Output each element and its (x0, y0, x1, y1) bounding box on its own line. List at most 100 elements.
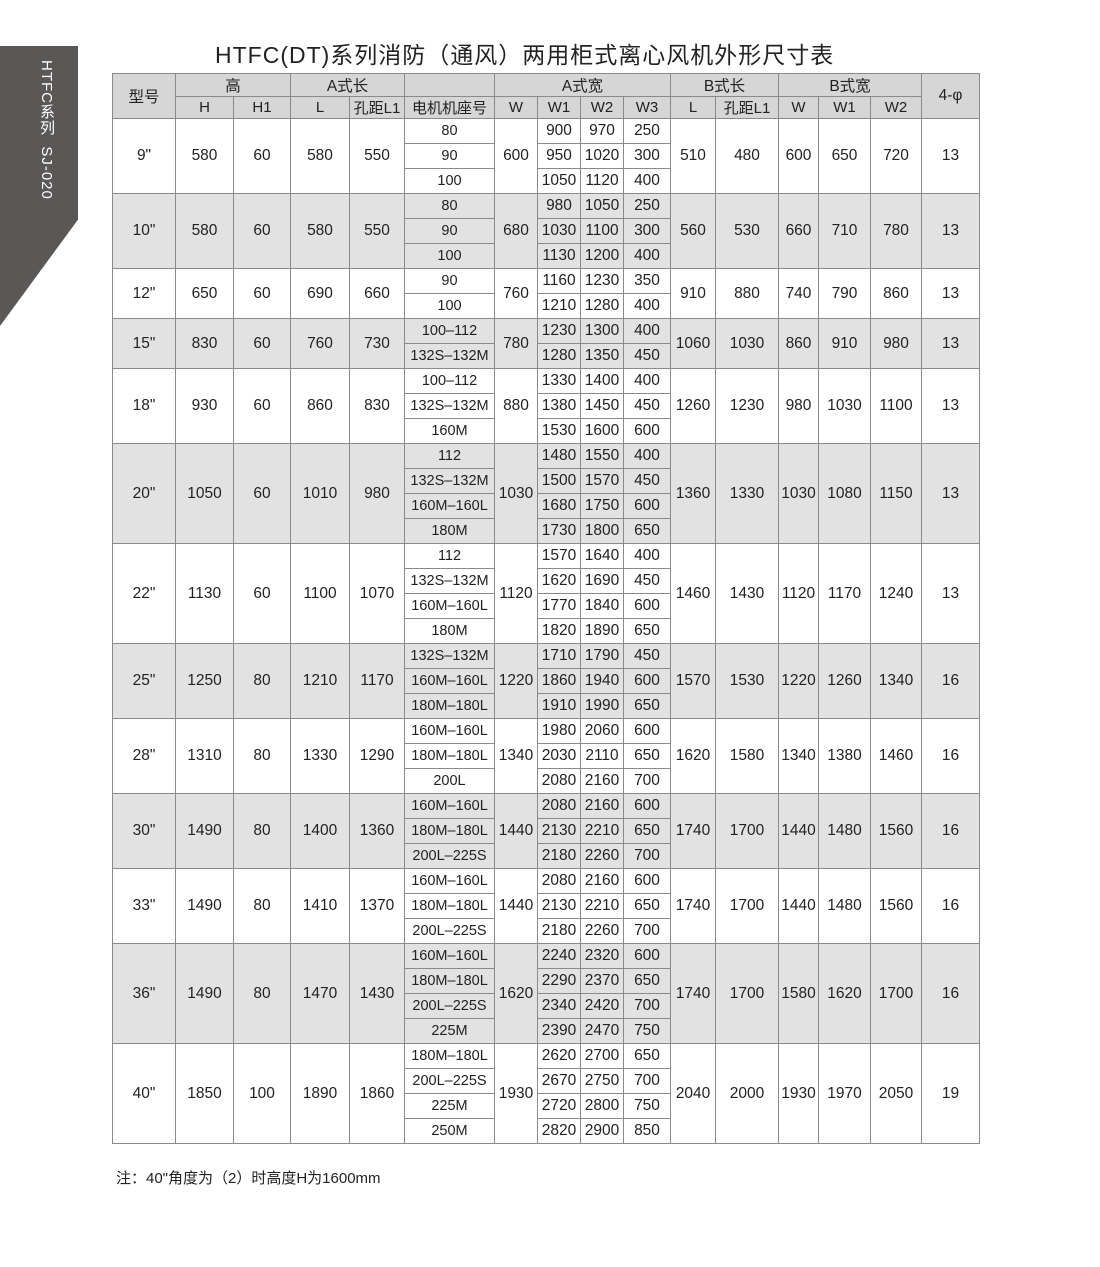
cell-motor-seat: 160M (404, 418, 495, 444)
cell-W2: 2320 (580, 943, 624, 969)
cell-H1: 80 (233, 718, 291, 794)
cell-b-L1: 1230 (715, 368, 779, 444)
cell-W: 1220 (494, 643, 538, 719)
cell-motor-seat: 160M–160L (404, 943, 495, 969)
cell-motor-seat: 180M–180L (404, 818, 495, 844)
cell-b-W1: 710 (818, 193, 871, 269)
cell-model: 25" (112, 643, 176, 719)
header-b-W: W (778, 96, 819, 119)
cell-W1: 2240 (537, 943, 581, 969)
cell-W1: 2130 (537, 818, 581, 844)
cell-W3: 350 (623, 268, 671, 294)
header-W2: W2 (580, 96, 624, 119)
cell-W2: 1940 (580, 668, 624, 694)
cell-W: 880 (494, 368, 538, 444)
cell-b-L1: 530 (715, 193, 779, 269)
table-row: 10" 580 60 580 550 80 680 980 1050 250 560 530 660 71… (112, 193, 980, 269)
cell-W1: 1680 (537, 493, 581, 519)
cell-W1: 1530 (537, 418, 581, 444)
cell-L1: 1860 (349, 1043, 405, 1144)
cell-motor-seat: 180M–180L (404, 968, 495, 994)
cell-L1: 1170 (349, 643, 405, 719)
cell-W1: 950 (537, 143, 581, 169)
cell-b-W1: 1380 (818, 718, 871, 794)
cell-W2: 2260 (580, 918, 624, 944)
cell-holes: 19 (921, 1043, 980, 1144)
cell-W1: 1280 (537, 343, 581, 369)
table-row: 250M 2820 2900 850 (113, 1118, 980, 1144)
cell-W1: 2340 (537, 993, 581, 1019)
cell-W2: 2470 (580, 1018, 624, 1044)
cell-L1: 730 (349, 318, 405, 369)
cell-W1: 1770 (537, 593, 581, 619)
cell-L1: 830 (349, 368, 405, 444)
cell-b-L: 910 (670, 268, 716, 319)
cell-holes: 16 (921, 868, 980, 944)
table-row: 180M–180L 1910 1990 650 (113, 693, 980, 719)
cell-W2: 2160 (580, 793, 624, 819)
cell-motor-seat: 180M–180L (404, 693, 495, 719)
cell-W3: 700 (623, 843, 671, 869)
cell-H: 580 (175, 193, 234, 269)
cell-W2: 2750 (580, 1068, 624, 1094)
table-row: 9" 580 60 580 550 80 600 900 970 250 510 480 600 650 7… (112, 118, 980, 194)
cell-W3: 650 (623, 893, 671, 919)
cell-b-W2: 980 (870, 318, 922, 369)
table-row: 100 1050 1120 400 (113, 168, 980, 194)
cell-motor-seat: 225M (404, 1018, 495, 1044)
table-row: 180M–180L 2290 2370 650 (113, 968, 980, 994)
table-row: 200L–225S 2670 2750 700 (113, 1068, 980, 1094)
table-row: 100 1130 1200 400 (113, 243, 980, 269)
cell-model: 9" (112, 118, 176, 194)
header-L1: 孔距L1 (349, 96, 405, 119)
table-row: 132S–132M 1500 1570 450 (113, 468, 980, 494)
cell-W2: 1990 (580, 693, 624, 719)
cell-W2: 2700 (580, 1043, 624, 1069)
cell-L: 1470 (290, 943, 350, 1044)
cell-W3: 700 (623, 918, 671, 944)
cell-W2: 1600 (580, 418, 624, 444)
cell-b-W1: 1080 (818, 443, 871, 544)
cell-W1: 1710 (537, 643, 581, 669)
cell-motor-seat: 160M–160L (404, 868, 495, 894)
cell-holes: 13 (921, 543, 980, 644)
cell-W: 1120 (494, 543, 538, 644)
cell-b-W1: 1480 (818, 868, 871, 944)
cell-b-W2: 1560 (870, 793, 922, 869)
cell-model: 18" (112, 368, 176, 444)
header-holes: 4-φ (921, 73, 980, 119)
cell-W3: 650 (623, 518, 671, 544)
cell-W3: 700 (623, 1068, 671, 1094)
cell-L: 760 (290, 318, 350, 369)
header-L: L (290, 96, 350, 119)
header-b-width: B式宽 (778, 73, 922, 97)
cell-motor-seat: 180M–180L (404, 1043, 495, 1069)
cell-holes: 13 (921, 268, 980, 319)
cell-b-L: 1570 (670, 643, 716, 719)
cell-L: 1410 (290, 868, 350, 944)
table-body: 9" 580 60 580 550 80 600 900 970 250 510 480 600 650 7… (112, 118, 980, 1144)
cell-W2: 2420 (580, 993, 624, 1019)
cell-model: 28" (112, 718, 176, 794)
cell-b-L: 560 (670, 193, 716, 269)
cell-H1: 100 (233, 1043, 291, 1144)
cell-W: 1620 (494, 943, 538, 1044)
table-row: 28" 1310 80 1330 1290 160M–160L 1340 1980 2060 60… (112, 718, 980, 794)
cell-W3: 750 (623, 1093, 671, 1119)
cell-W2: 1690 (580, 568, 624, 594)
cell-L1: 1370 (349, 868, 405, 944)
cell-W1: 2820 (537, 1118, 581, 1144)
table-row: 100 1210 1280 400 (113, 293, 980, 319)
cell-L: 1400 (290, 793, 350, 869)
cell-H: 580 (175, 118, 234, 194)
table-row: 180M–180L 2130 2210 650 (113, 893, 980, 919)
cell-W2: 2800 (580, 1093, 624, 1119)
cell-W1: 1210 (537, 293, 581, 319)
cell-motor-seat: 90 (404, 268, 495, 294)
cell-b-W: 1930 (778, 1043, 819, 1144)
cell-W1: 1480 (537, 443, 581, 469)
cell-W2: 2110 (580, 743, 624, 769)
header-b-length: B式长 (670, 73, 779, 97)
cell-W2: 1800 (580, 518, 624, 544)
cell-motor-seat: 180M (404, 618, 495, 644)
